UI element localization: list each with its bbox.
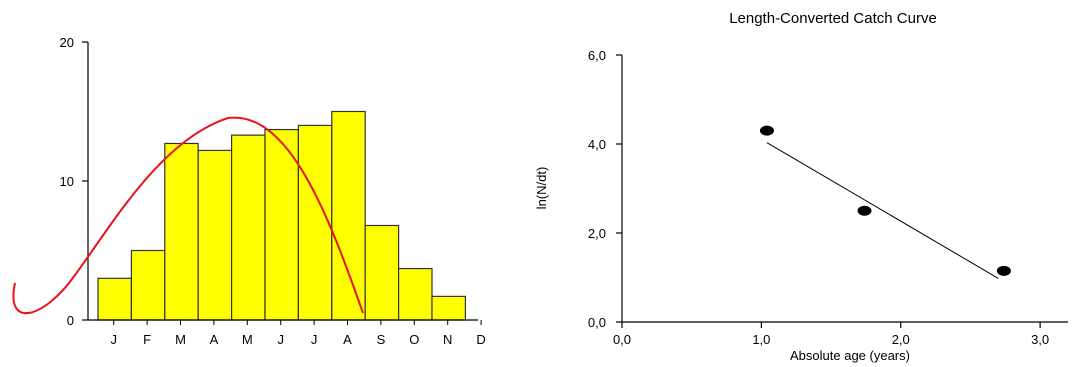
bar-8 xyxy=(364,224,400,321)
bar-3 xyxy=(197,149,233,321)
cc-ytick-label: 4,0 xyxy=(588,137,606,152)
cc-xtick-label: 0,0 xyxy=(613,332,631,347)
bar-7 xyxy=(331,110,366,321)
cc-ytick-label: 0,0 xyxy=(588,315,606,330)
cc-xtick-label: 2,0 xyxy=(892,332,910,347)
regression-line xyxy=(766,142,999,279)
bar-xtick-label: A xyxy=(210,332,219,347)
catch-curve-title: Length-Converted Catch Curve xyxy=(729,10,937,27)
bar-chart-y-ticks: 0 10 20 xyxy=(60,35,88,328)
bar-10 xyxy=(431,295,467,321)
bar-xtick-label: J xyxy=(110,332,117,347)
cc-xtick-label: 3,0 xyxy=(1031,332,1049,347)
bar-ytick-label: 0 xyxy=(67,313,74,328)
bar-ytick-label: 20 xyxy=(60,35,74,50)
bar-5 xyxy=(264,128,300,321)
bar-xtick-label: D xyxy=(476,332,485,347)
cc-xtick-label: 1,0 xyxy=(752,332,770,347)
bar-xtick-label: M xyxy=(242,332,253,347)
catch-curve-xlabel: Absolute age (years) xyxy=(790,348,910,363)
bar-1 xyxy=(130,249,166,321)
data-point-0 xyxy=(759,125,774,136)
bar-xtick-label: S xyxy=(377,332,386,347)
catch-curve-y-ticks: 0,0 2,0 4,0 6,0 xyxy=(588,48,622,330)
bar-6 xyxy=(297,124,333,321)
data-point-1 xyxy=(857,205,872,216)
bar-0 xyxy=(97,277,133,321)
bar-4 xyxy=(231,134,266,321)
bar-ytick-label: 10 xyxy=(60,174,74,189)
cc-ytick-label: 2,0 xyxy=(588,226,606,241)
bar-xtick-label: O xyxy=(409,332,419,347)
bar-xtick-label: J xyxy=(277,332,284,347)
bar-xtick-label: N xyxy=(443,332,452,347)
cc-ytick-label: 6,0 xyxy=(588,48,606,63)
bar-xtick-label: A xyxy=(343,332,352,347)
bar-2 xyxy=(164,142,199,321)
catch-curve-points xyxy=(759,125,1011,276)
catch-curve-ylabel: ln(N/dt) xyxy=(534,167,549,210)
monthly-bar-chart: 0 10 20 J F M A M J J A S O N D xyxy=(12,35,486,347)
bar-xtick-label: J xyxy=(311,332,318,347)
bar-xtick-label: F xyxy=(143,332,151,347)
bar-chart-bars xyxy=(97,110,467,321)
catch-curve-chart: Length-Converted Catch Curve 0,0 2,0 4,0 6,… xyxy=(534,10,1068,363)
catch-curve-fit xyxy=(766,142,999,279)
annotation-curve xyxy=(12,116,364,315)
bar-9 xyxy=(398,267,433,321)
catch-curve-x-ticks: 0,0 1,0 2,0 3,0 xyxy=(613,322,1049,347)
bar-xtick-label: M xyxy=(175,332,186,347)
data-point-2 xyxy=(996,265,1011,276)
